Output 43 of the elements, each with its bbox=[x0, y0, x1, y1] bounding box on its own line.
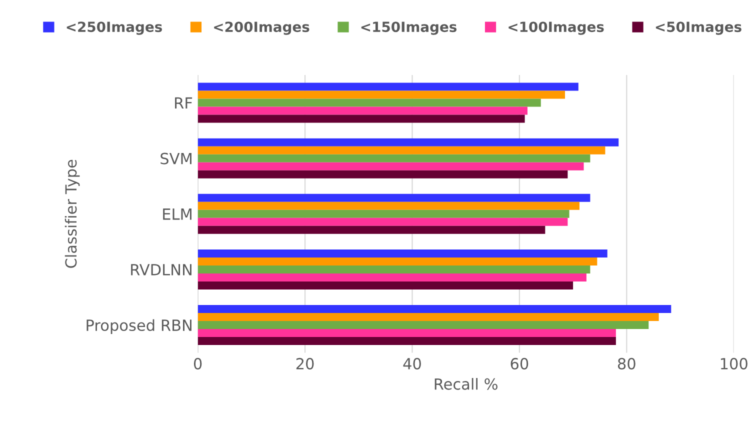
bar bbox=[198, 329, 616, 338]
bar bbox=[198, 90, 566, 99]
bar bbox=[198, 194, 590, 202]
y-tick-label: RVDLNN bbox=[131, 264, 192, 276]
x-tick-label: 0 bbox=[194, 358, 202, 370]
bar bbox=[198, 98, 541, 107]
bar bbox=[198, 281, 574, 290]
bar bbox=[198, 138, 619, 146]
y-tick-label: SVM bbox=[160, 152, 192, 164]
bar bbox=[198, 210, 570, 218]
legend-label: <150Images bbox=[361, 22, 457, 35]
bar bbox=[198, 305, 672, 314]
x-tick-label: 20 bbox=[296, 358, 314, 370]
bar bbox=[198, 337, 616, 346]
x-tick-label: 100 bbox=[720, 358, 748, 370]
legend-label: <100Images bbox=[508, 22, 604, 35]
bar bbox=[198, 170, 568, 178]
y-tick-label: RF bbox=[175, 97, 192, 109]
y-axis-title: Classifier Type bbox=[64, 160, 80, 268]
bar bbox=[198, 226, 546, 234]
bar bbox=[198, 249, 608, 258]
bar bbox=[198, 154, 590, 162]
bar bbox=[198, 273, 586, 282]
bar bbox=[198, 82, 578, 91]
legend-label: <200Images bbox=[214, 22, 310, 35]
bar bbox=[198, 265, 590, 274]
bar bbox=[198, 313, 659, 322]
bar bbox=[198, 162, 584, 170]
bar bbox=[198, 114, 525, 123]
y-tick-label: Proposed RBN bbox=[86, 319, 192, 334]
bar bbox=[198, 218, 568, 226]
legend-label: <250Images bbox=[66, 22, 162, 35]
x-tick-label: 80 bbox=[618, 358, 636, 370]
bar bbox=[198, 202, 580, 210]
bar bbox=[198, 146, 606, 154]
bar bbox=[198, 106, 528, 115]
legend-label: <50Images bbox=[656, 22, 742, 35]
x-tick-label: 40 bbox=[403, 358, 421, 370]
x-tick-label: 60 bbox=[510, 358, 528, 370]
bar bbox=[198, 257, 598, 266]
x-axis-title: Recall % bbox=[434, 378, 498, 390]
bar bbox=[198, 321, 649, 330]
y-tick-label: ELM bbox=[163, 208, 192, 220]
